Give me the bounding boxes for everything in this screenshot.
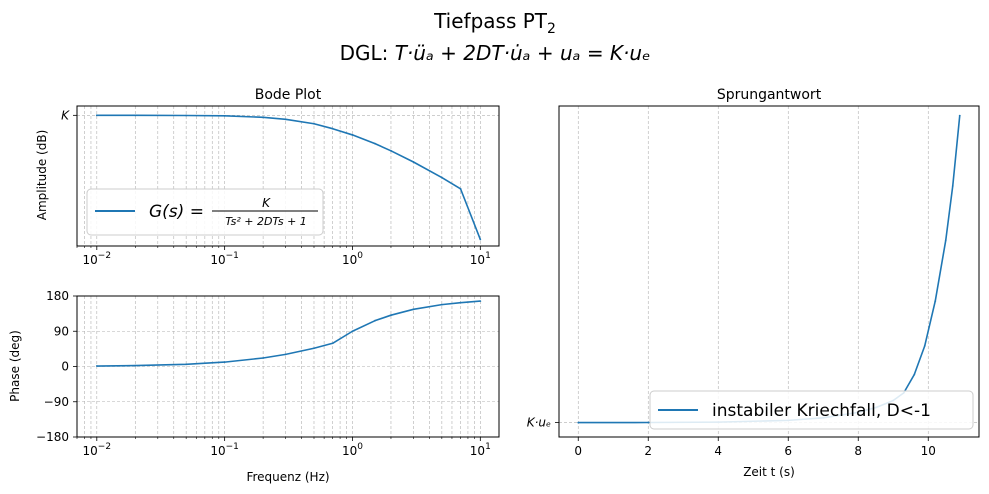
figure-title-line2: DGL: T·üₐ + 2DT·u̇ₐ + uₐ = K·uₑ — [340, 41, 651, 65]
data-point — [479, 238, 482, 241]
data-point — [913, 373, 916, 376]
x-tick-label: 10−1 — [210, 442, 239, 458]
data-point — [951, 185, 954, 187]
x-tick-label: 10 — [921, 444, 936, 458]
data-point — [223, 361, 226, 364]
step-response-frame — [558, 105, 980, 438]
data-point — [351, 330, 354, 333]
data-point — [923, 344, 926, 347]
data-point — [223, 114, 226, 117]
data-point — [459, 187, 462, 190]
x-tick-label: 10−2 — [83, 251, 112, 267]
series-line — [578, 115, 961, 424]
data-point — [944, 239, 947, 242]
x-tick-label: 6 — [784, 444, 792, 458]
bode-legend-label: G(s) = K Ts² + 2DTs + 1 — [149, 196, 318, 228]
data-point — [374, 142, 376, 145]
data-point — [284, 118, 287, 121]
data-point — [374, 319, 376, 322]
x-tick-label: 100 — [342, 251, 363, 267]
data-point — [134, 114, 137, 117]
phase-axis-label: Phase (deg) — [8, 330, 22, 402]
y-tick-label: −180 — [36, 430, 69, 444]
data-point — [934, 300, 937, 302]
x-tick-label: 10−1 — [210, 251, 239, 267]
data-point — [390, 149, 392, 152]
svg-text:K: K — [262, 196, 271, 210]
data-point — [313, 347, 315, 350]
data-point — [262, 116, 265, 119]
svg-text:G(s) =: G(s) = — [149, 202, 204, 222]
data-point — [459, 301, 462, 304]
data-point — [95, 114, 98, 117]
data-point — [479, 300, 482, 302]
bode-legend-box — [86, 188, 324, 236]
y-tick-label: 0 — [61, 360, 69, 374]
y-tick-label: 180 — [46, 289, 69, 303]
step-legend-box — [649, 390, 974, 430]
x-tick-label: 100 — [342, 442, 363, 458]
data-point — [440, 176, 443, 179]
svg-text:Ts² + 2DTs + 1: Ts² + 2DTs + 1 — [225, 215, 307, 228]
x-tick-label: 101 — [470, 442, 491, 458]
data-point — [412, 308, 415, 311]
bode-phase-panel: Phase (deg) Frequenz (Hz) 10−2 10−1 100 101… — [8, 289, 500, 484]
data-point — [647, 421, 650, 424]
step-legend-label: instabiler Kriechfall, D<-1 — [712, 401, 931, 421]
x-tick-label: 101 — [470, 251, 491, 267]
data-point — [284, 353, 287, 356]
step-response-title: Sprungantwort — [717, 87, 822, 103]
x-tick-label: 0 — [574, 444, 582, 458]
bode-amplitude-frame — [76, 105, 500, 247]
data-point — [185, 363, 188, 366]
y-tick-label: K — [61, 108, 70, 122]
data-point — [331, 342, 334, 345]
x-tick-label: 4 — [714, 444, 722, 458]
data-point — [262, 357, 265, 359]
step-response-panel: Sprungantwort Zeit t (s) 0 2 4 6 8 10 K·uₑ ins… — [527, 87, 980, 479]
data-point — [331, 127, 334, 130]
data-point — [313, 122, 315, 125]
data-point — [577, 421, 580, 424]
time-axis-label: Zeit t (s) — [743, 465, 795, 479]
bode-phase-frame — [76, 295, 500, 438]
y-tick-label: 90 — [54, 324, 69, 338]
data-point — [185, 114, 188, 117]
frequency-axis-label: Frequenz (Hz) — [246, 470, 329, 484]
data-point — [412, 161, 415, 163]
data-point — [134, 364, 137, 367]
y-tick-label: −90 — [44, 395, 69, 409]
bode-legend: G(s) = K Ts² + 2DTs + 1 — [86, 188, 324, 236]
y-tick-label: K·uₑ — [527, 416, 551, 430]
x-tick-label: 2 — [644, 444, 652, 458]
figure-title-line1: Tiefpass PT2 — [433, 9, 556, 37]
data-point — [95, 365, 98, 367]
step-legend: instabiler Kriechfall, D<-1 — [649, 390, 974, 430]
bode-plot-title: Bode Plot — [255, 87, 322, 103]
data-point — [351, 134, 354, 136]
amplitude-axis-label: Amplitude (dB) — [35, 130, 49, 221]
data-point — [440, 303, 443, 306]
x-tick-label: 8 — [854, 444, 862, 458]
bode-amplitude-panel: Bode Plot Amplitude (dB) 10−2 10−1 100 101 K… — [35, 87, 500, 267]
data-point — [390, 314, 392, 317]
series-line — [96, 300, 481, 367]
data-point — [958, 114, 961, 117]
x-tick-label: 10−2 — [83, 442, 112, 458]
